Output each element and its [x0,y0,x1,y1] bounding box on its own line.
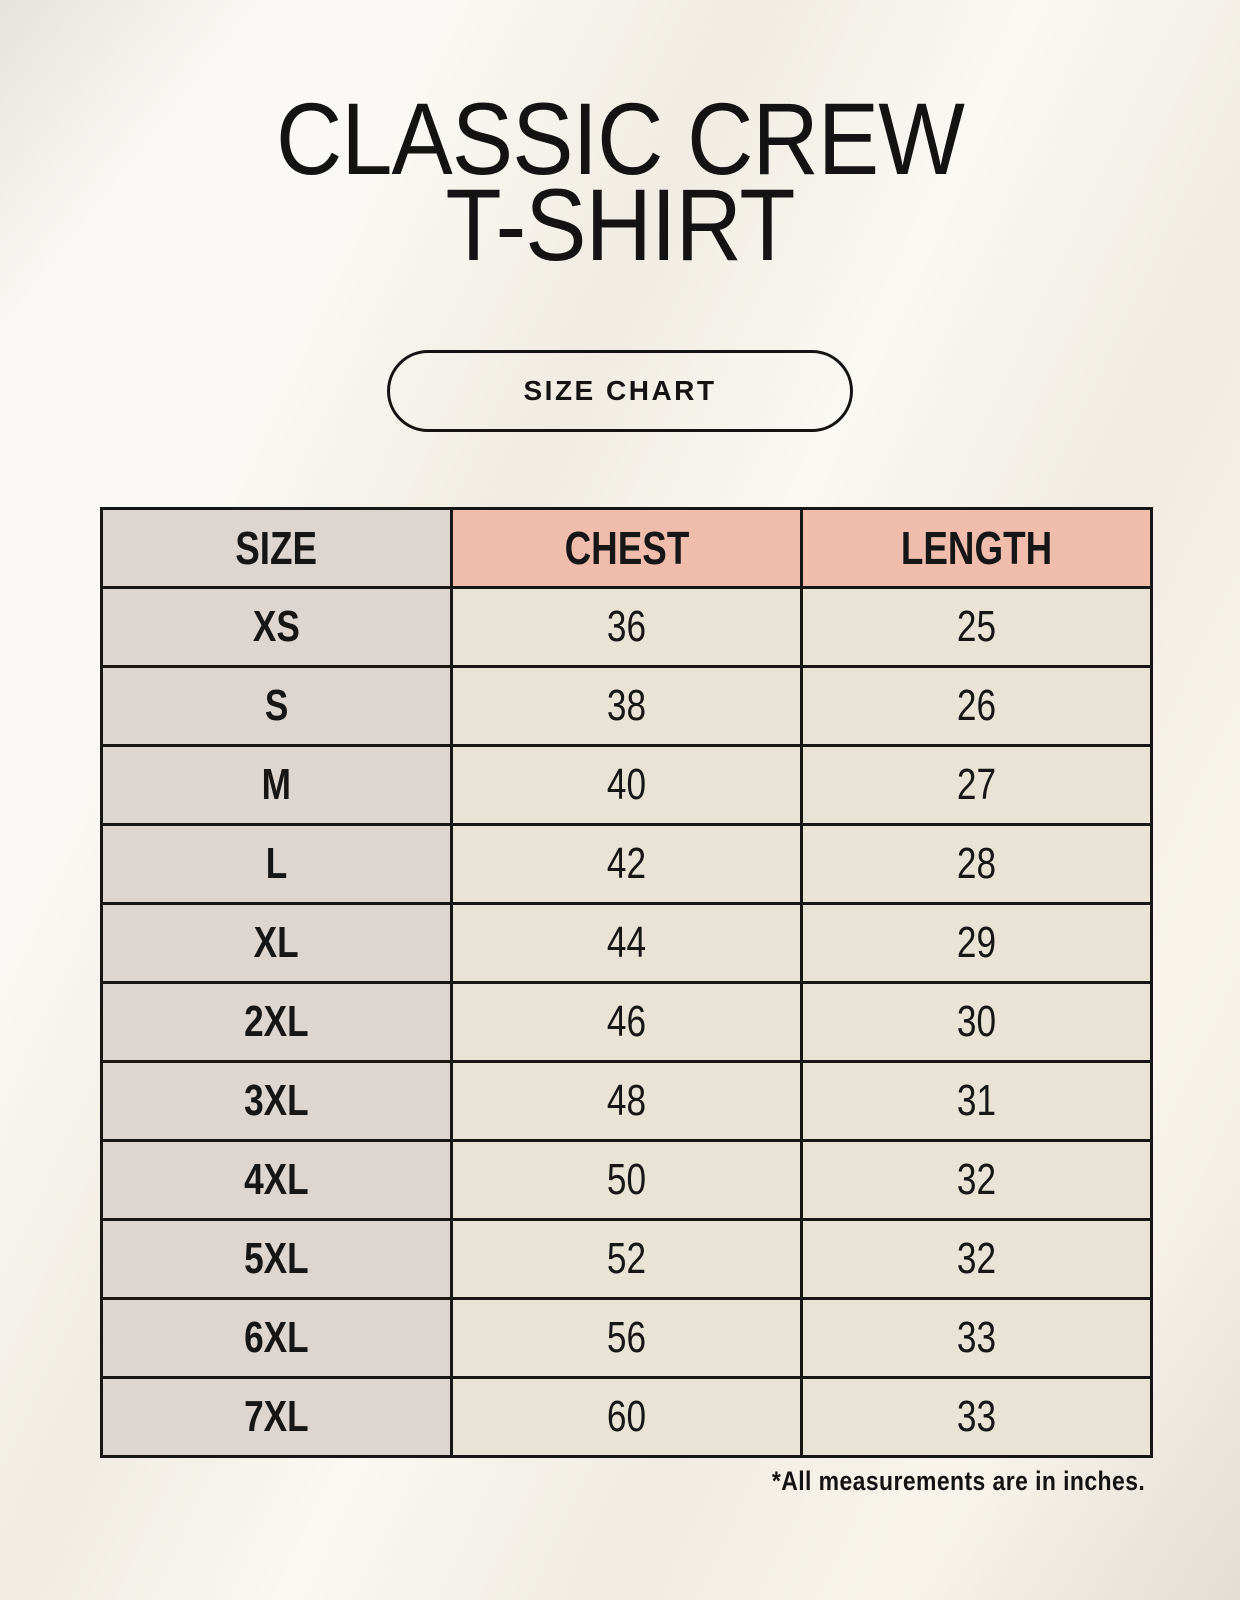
table-row: M 40 27 [100,744,1153,826]
length-cell: 27 [800,744,1153,826]
size-cell-value: 3XL [244,1076,309,1125]
size-cell-value: 4XL [244,1155,309,1204]
product-title-line1: CLASSIC CREW [275,82,965,196]
chest-cell: 48 [450,1060,803,1142]
length-cell: 28 [800,823,1153,905]
size-cell: 5XL [100,1218,453,1300]
length-cell-value: 27 [956,760,997,809]
length-cell: 29 [800,902,1153,984]
table-row: S 38 26 [100,665,1153,747]
table-row: 6XL 56 33 [100,1297,1153,1379]
size-chart-button[interactable]: SIZE CHART [387,350,853,432]
chest-cell-value: 56 [606,1313,647,1362]
size-cell-value: S [264,681,289,730]
length-cell-value: 28 [956,839,997,888]
size-chart-button-label: SIZE CHART [523,375,717,406]
length-cell-value: 32 [956,1155,997,1204]
table-row: XL 44 29 [100,902,1153,984]
size-chart-table: SIZE CHEST LENGTH XS 36 25 S 38 26 M 40 27 L 42 28 X… [100,507,1153,1458]
chest-cell-value: 36 [606,602,647,651]
length-cell: 32 [800,1139,1153,1221]
size-table-body: XS 36 25 S 38 26 M 40 27 L 42 28 XL 44 29 2XL 46 30 3XL 48 3… [100,586,1153,1458]
size-cell-value: 7XL [244,1392,309,1441]
table-row: 3XL 48 31 [100,1060,1153,1142]
length-cell-value: 30 [956,997,997,1046]
product-title-line2: T-SHIRT [445,168,795,282]
size-cell: 7XL [100,1376,453,1458]
size-cell-value: XL [253,918,299,967]
length-cell-value: 32 [956,1234,997,1283]
length-cell: 33 [800,1376,1153,1458]
chest-cell: 38 [450,665,803,747]
chest-cell-value: 60 [606,1392,647,1441]
measurements-note: *All measurements are in inches. [771,1466,1145,1496]
length-cell: 26 [800,665,1153,747]
chest-cell: 44 [450,902,803,984]
size-cell: L [100,823,453,905]
size-cell: S [100,665,453,747]
size-cell-value: 6XL [244,1313,309,1362]
length-cell: 30 [800,981,1153,1063]
length-cell-value: 29 [956,918,997,967]
chest-cell-value: 50 [606,1155,647,1204]
table-row: XS 36 25 [100,586,1153,668]
size-cell: 6XL [100,1297,453,1379]
size-cell-value: L [265,839,288,888]
size-cell-value: 2XL [244,997,309,1046]
length-cell: 33 [800,1297,1153,1379]
column-header-chest-label: CHEST [564,522,689,574]
size-cell: 3XL [100,1060,453,1142]
table-row: 7XL 60 33 [100,1376,1153,1458]
product-title: CLASSIC CREW T-SHIRT [0,82,1240,282]
size-cell-value: M [261,760,292,809]
length-cell-value: 31 [956,1076,997,1125]
table-row: 5XL 52 32 [100,1218,1153,1300]
chest-cell-value: 44 [606,918,647,967]
chest-cell: 52 [450,1218,803,1300]
length-cell-value: 25 [956,602,997,651]
chest-cell-value: 38 [606,681,647,730]
length-cell-value: 26 [956,681,997,730]
length-cell: 25 [800,586,1153,668]
table-row: 4XL 50 32 [100,1139,1153,1221]
size-cell-value: XS [253,602,300,651]
size-cell-value: 5XL [244,1234,309,1283]
length-cell-value: 33 [956,1313,997,1362]
column-header-length: LENGTH [800,507,1153,589]
length-cell-value: 33 [956,1392,997,1441]
size-cell: XL [100,902,453,984]
column-header-length-label: LENGTH [900,522,1053,574]
size-cell: 4XL [100,1139,453,1221]
table-header-row: SIZE CHEST LENGTH [100,507,1153,589]
chest-cell: 60 [450,1376,803,1458]
size-cell: 2XL [100,981,453,1063]
length-cell: 32 [800,1218,1153,1300]
table-row: 2XL 46 30 [100,981,1153,1063]
length-cell: 31 [800,1060,1153,1142]
chest-cell-value: 48 [606,1076,647,1125]
size-cell: M [100,744,453,826]
chest-cell: 50 [450,1139,803,1221]
column-header-size-label: SIZE [235,522,318,574]
chest-cell: 40 [450,744,803,826]
column-header-size: SIZE [100,507,453,589]
chest-cell: 36 [450,586,803,668]
chest-cell: 56 [450,1297,803,1379]
chest-cell-value: 40 [606,760,647,809]
column-header-chest: CHEST [450,507,803,589]
table-row: L 42 28 [100,823,1153,905]
chest-cell: 46 [450,981,803,1063]
chest-cell: 42 [450,823,803,905]
size-cell: XS [100,586,453,668]
chest-cell-value: 52 [606,1234,647,1283]
chest-cell-value: 42 [606,839,647,888]
chest-cell-value: 46 [606,997,647,1046]
